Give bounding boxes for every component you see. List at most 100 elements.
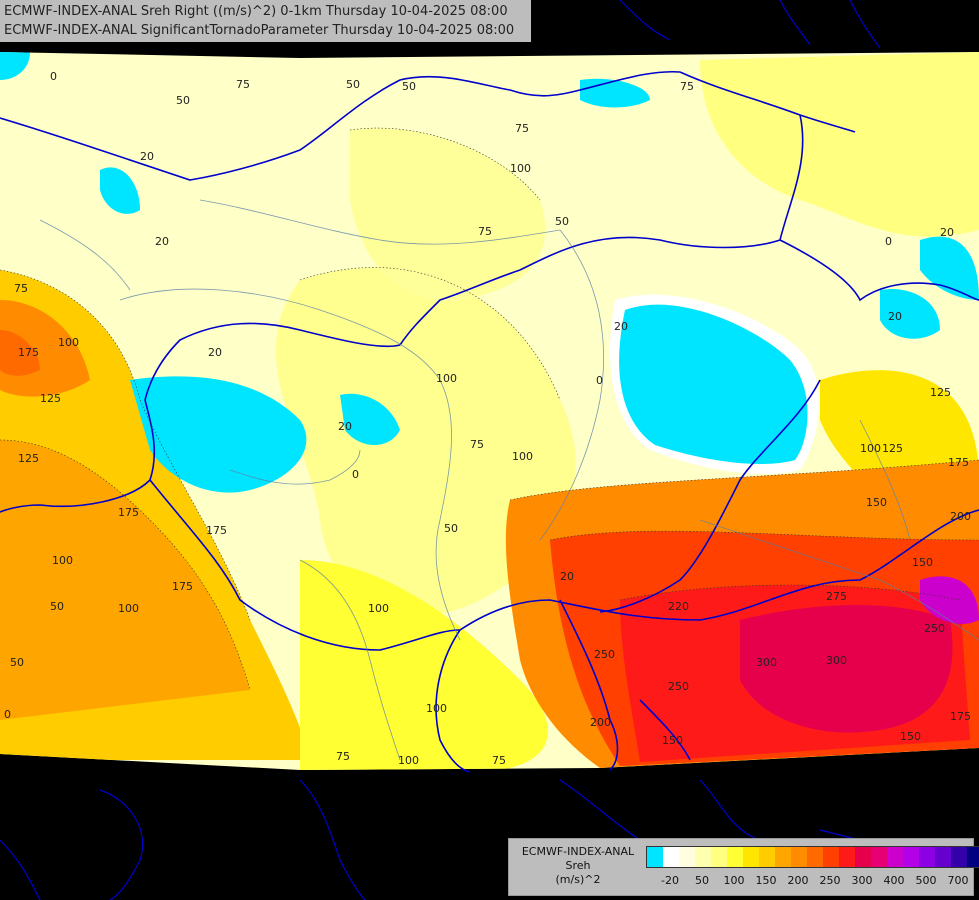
contour-label: 20: [940, 226, 954, 239]
legend-tick-label: -20: [661, 874, 679, 887]
contour-label: 0: [885, 235, 892, 248]
contour-label: 100: [58, 336, 79, 349]
contour-label: 175: [950, 710, 971, 723]
contour-label: 150: [912, 556, 933, 569]
contour-label: 200: [590, 716, 611, 729]
legend-tick-label: 500: [915, 874, 937, 887]
title-line-1: ECMWF-INDEX-ANAL Sreh Right ((m/s)^2) 0-…: [4, 4, 508, 19]
contour-label: 75: [515, 122, 529, 135]
legend-swatch: [919, 847, 935, 867]
legend-tick-label: 300: [851, 874, 873, 887]
legend-swatch: [807, 847, 823, 867]
field-layer: [0, 52, 979, 770]
legend-tick-label: 700: [947, 874, 969, 887]
contour-label: 20: [140, 150, 154, 163]
legend-swatch: [679, 847, 695, 867]
contour-label: 20: [208, 346, 222, 359]
contour-label: 20: [155, 235, 169, 248]
contour-label: 100: [368, 602, 389, 615]
contour-label: 75: [492, 754, 506, 767]
legend-swatch: [855, 847, 871, 867]
map-title-box: ECMWF-INDEX-ANAL Sreh Right ((m/s)^2) 0-…: [0, 0, 531, 42]
contour-label: 50: [402, 80, 416, 93]
contours: [0, 127, 979, 691]
contour-label: 100: [52, 554, 73, 567]
contour-label: 100: [426, 702, 447, 715]
contour-label: 125: [18, 452, 39, 465]
contour-label: 50: [555, 215, 569, 228]
contour-label: 125: [40, 392, 61, 405]
legend-swatch: [711, 847, 727, 867]
legend-tick-label: 400: [883, 874, 905, 887]
contour-label: 175: [18, 346, 39, 359]
contour-label: 175: [948, 456, 969, 469]
country-borders: [0, 70, 979, 773]
contour-labels: 0 50 75 50 20 50 75 20 75 100 50 75 0 20…: [4, 70, 971, 767]
contour-label: 0: [596, 374, 603, 387]
contour-label: 175: [206, 524, 227, 537]
contour-label: 20: [560, 570, 574, 583]
legend-swatch: [759, 847, 775, 867]
legend-swatch: [695, 847, 711, 867]
legend-swatch: [823, 847, 839, 867]
contour-label: 0: [4, 708, 11, 721]
contour-label: 125: [930, 386, 951, 399]
contour-label: 50: [10, 656, 24, 669]
contour-label: 75: [478, 225, 492, 238]
legend-ticks: -20 50 100 150 200 250 300 400 500 700: [646, 874, 971, 888]
title-line-2: ECMWF-INDEX-ANAL SignificantTornadoParam…: [4, 23, 515, 38]
legend-swatch: [871, 847, 887, 867]
legend-swatch: [951, 847, 967, 867]
contour-label: 75: [470, 438, 484, 451]
contour-label: 150: [900, 730, 921, 743]
contour-label: 150: [866, 496, 887, 509]
contour-label: 125: [882, 442, 903, 455]
legend-unit: (m/s)^2: [555, 873, 601, 886]
legend-swatch: [647, 847, 663, 867]
legend-label: ECMWF-INDEX-ANAL Sreh (m/s)^2: [513, 845, 643, 887]
contour-label: 200: [950, 510, 971, 523]
contour-label: 100: [118, 602, 139, 615]
legend-swatch: [727, 847, 743, 867]
contour-label: 100: [436, 372, 457, 385]
contour-label: 175: [172, 580, 193, 593]
contour-label: 300: [826, 654, 847, 667]
contour-label: 20: [888, 310, 902, 323]
contour-label: 100: [398, 754, 419, 767]
color-legend: ECMWF-INDEX-ANAL Sreh (m/s)^2 -20 50 100 15…: [508, 838, 979, 896]
contour-label: 100: [860, 442, 881, 455]
legend-swatch: [791, 847, 807, 867]
legend-variable: Sreh: [565, 859, 591, 872]
legend-tick-label: 250: [819, 874, 841, 887]
legend-tick-label: 150: [755, 874, 777, 887]
contour-label: 20: [614, 320, 628, 333]
legend-tick-label: 100: [723, 874, 745, 887]
legend-swatch: [903, 847, 919, 867]
legend-tick-label: 200: [787, 874, 809, 887]
contour-label: 20: [338, 420, 352, 433]
legend-swatch: [743, 847, 759, 867]
legend-swatch: [775, 847, 791, 867]
legend-model: ECMWF-INDEX-ANAL: [521, 845, 635, 858]
contour-label: 50: [346, 78, 360, 91]
legend-color-bar: [646, 846, 979, 868]
contour-label: 50: [444, 522, 458, 535]
legend-swatch: [967, 847, 979, 867]
contour-label: 250: [594, 648, 615, 661]
contour-label: 275: [826, 590, 847, 603]
contour-label: 150: [662, 734, 683, 747]
contour-label: 0: [352, 468, 359, 481]
contour-label: 0: [50, 70, 57, 83]
contour-label: 250: [668, 680, 689, 693]
legend-tick-label: 50: [695, 874, 709, 887]
contour-label: 300: [756, 656, 777, 669]
contour-label: 50: [50, 600, 64, 613]
contour-label: 100: [510, 162, 531, 175]
contour-label: 75: [680, 80, 694, 93]
contour-label: 175: [118, 506, 139, 519]
legend-swatch: [663, 847, 679, 867]
legend-swatch: [839, 847, 855, 867]
contour-label: 75: [336, 750, 350, 763]
contour-label: 220: [668, 600, 689, 613]
